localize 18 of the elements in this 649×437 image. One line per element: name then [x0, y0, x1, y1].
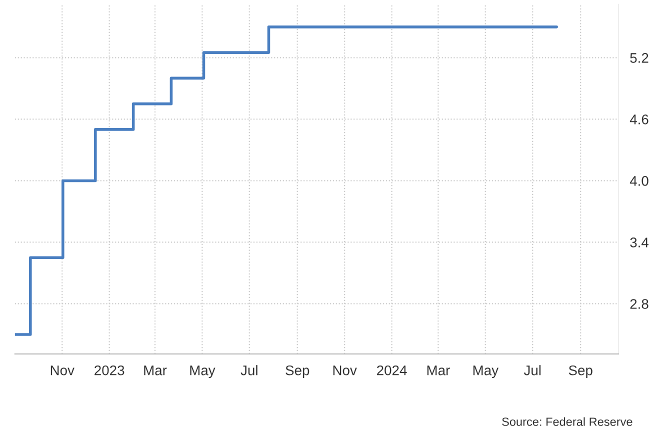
x-tick-label: Mar — [427, 366, 450, 376]
y-tick-label: 4.6 — [630, 114, 648, 124]
x-tick-label: 2024 — [377, 365, 407, 376]
x-tick-label: Sep — [568, 365, 592, 378]
x-tick-label: 2023 — [94, 365, 124, 376]
x-tick-label: Mar — [144, 366, 167, 376]
x-tick-label: Sep — [286, 365, 310, 378]
y-tick-label: 5.2 — [630, 53, 648, 63]
source-note: Source: Federal Reserve — [502, 417, 632, 426]
x-tick-label: Jul — [524, 365, 541, 376]
y-tick-label: 4.0 — [630, 176, 648, 186]
y-tick-label: 3.4 — [630, 238, 649, 248]
x-tick-label: May — [190, 366, 216, 378]
x-tick-label: Nov — [333, 366, 357, 376]
y-tick-label: 2.8 — [630, 299, 648, 309]
x-tick-label: Nov — [50, 366, 74, 376]
x-tick-label: May — [473, 366, 498, 378]
x-tick-label: Jul — [240, 365, 258, 376]
